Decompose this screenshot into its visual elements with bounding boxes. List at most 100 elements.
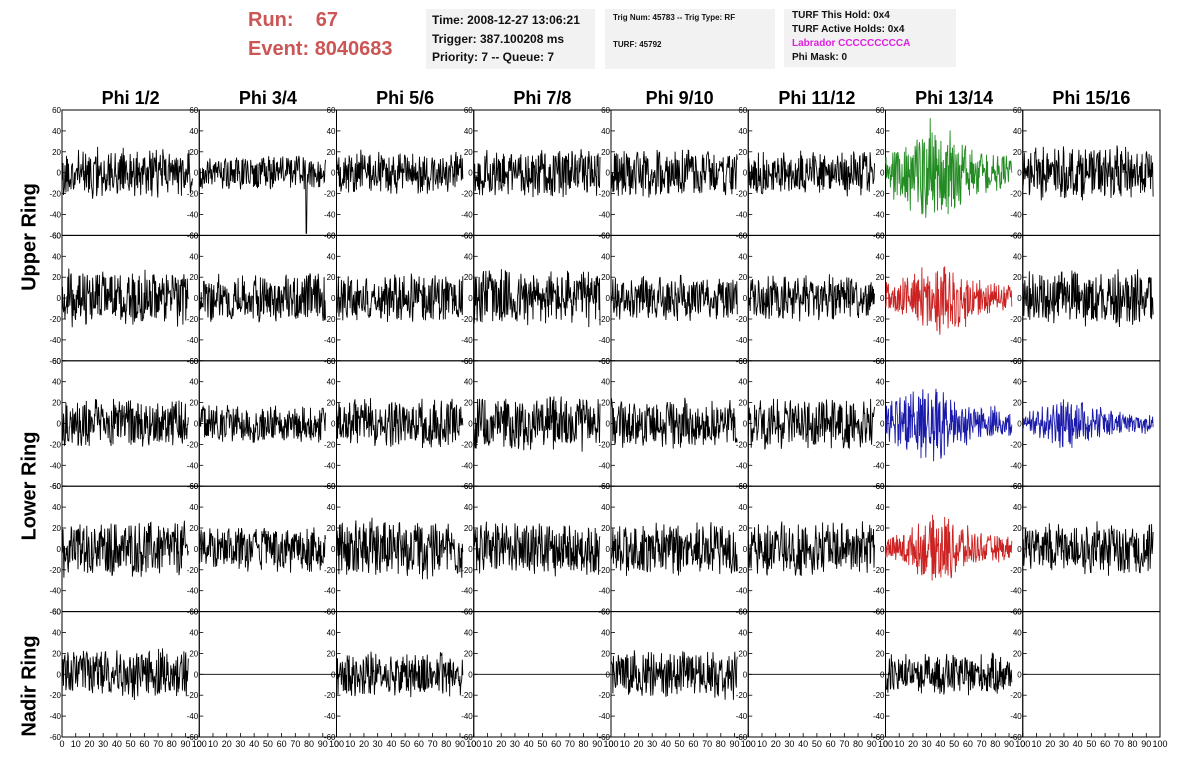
y-tick-label: -20 bbox=[187, 691, 199, 700]
y-tick-label: 40 bbox=[52, 503, 61, 512]
y-tick-label: 40 bbox=[189, 127, 198, 136]
y-tick-label: -20 bbox=[736, 691, 748, 700]
x-tick-label: 100 bbox=[329, 739, 344, 749]
waveform-trace bbox=[336, 149, 464, 194]
waveform-trace bbox=[198, 155, 326, 234]
y-tick-label: -20 bbox=[187, 315, 199, 324]
y-tick-label: 60 bbox=[601, 231, 610, 240]
y-tick-label: 40 bbox=[52, 629, 61, 638]
column-header: Phi 3/4 bbox=[239, 88, 297, 108]
phi-mask-text: Phi Mask: 0 bbox=[792, 52, 848, 63]
y-tick-label: 20 bbox=[327, 649, 336, 658]
y-tick-label: 0 bbox=[880, 420, 885, 429]
y-tick-label: 60 bbox=[876, 608, 885, 617]
x-tick-label: 90 bbox=[1141, 739, 1151, 749]
x-tick-label: 90 bbox=[318, 739, 328, 749]
y-tick-label: -20 bbox=[873, 691, 885, 700]
x-tick-label: 20 bbox=[633, 739, 643, 749]
x-tick-label: 30 bbox=[98, 739, 108, 749]
waveform-trace bbox=[1022, 521, 1154, 576]
y-tick-label: 60 bbox=[189, 231, 198, 240]
waveform-trace bbox=[336, 517, 464, 580]
waveform-trace bbox=[336, 273, 464, 323]
y-tick-label: 0 bbox=[57, 294, 62, 303]
y-tick-label: 60 bbox=[876, 357, 885, 366]
y-tick-label: 0 bbox=[331, 545, 336, 554]
x-tick-label: 60 bbox=[688, 739, 698, 749]
waveform-trace bbox=[885, 652, 1013, 696]
y-tick-label: 20 bbox=[464, 273, 473, 282]
y-tick-label: 60 bbox=[464, 357, 473, 366]
y-tick-label: 20 bbox=[876, 399, 885, 408]
y-tick-label: 20 bbox=[1013, 273, 1022, 282]
y-tick-label: -20 bbox=[461, 440, 473, 449]
y-tick-label: 20 bbox=[189, 524, 198, 533]
x-tick-label: 20 bbox=[771, 739, 781, 749]
y-tick-label: -20 bbox=[873, 190, 885, 199]
y-tick-label: 40 bbox=[52, 127, 61, 136]
y-tick-label: -20 bbox=[598, 190, 610, 199]
y-tick-label: 60 bbox=[738, 231, 747, 240]
column-header: Phi 9/10 bbox=[646, 88, 714, 108]
y-tick-label: 40 bbox=[464, 503, 473, 512]
y-tick-label: -40 bbox=[736, 336, 748, 345]
y-tick-label: 60 bbox=[601, 357, 610, 366]
trigger-text: Trigger: 387.100208 ms bbox=[432, 31, 565, 46]
y-tick-label: 0 bbox=[468, 294, 473, 303]
y-tick-label: 60 bbox=[601, 482, 610, 491]
x-tick-label: 30 bbox=[373, 739, 383, 749]
y-tick-label: 40 bbox=[1013, 629, 1022, 638]
x-tick-label: 50 bbox=[126, 739, 136, 749]
y-tick-label: 20 bbox=[601, 649, 610, 658]
y-tick-label: 20 bbox=[1013, 524, 1022, 533]
y-tick-label: 40 bbox=[876, 629, 885, 638]
x-tick-label: 80 bbox=[441, 739, 451, 749]
event-label: Event: bbox=[248, 38, 310, 60]
y-tick-label: -60 bbox=[598, 733, 610, 742]
y-tick-label: 40 bbox=[738, 378, 747, 387]
y-tick-label: 0 bbox=[743, 169, 748, 178]
y-tick-label: -60 bbox=[49, 733, 61, 742]
y-tick-label: -20 bbox=[736, 566, 748, 575]
y-tick-label: 20 bbox=[738, 399, 747, 408]
x-tick-label: 80 bbox=[304, 739, 314, 749]
waveform-trace bbox=[610, 149, 738, 198]
column-header: Phi 5/6 bbox=[376, 88, 434, 108]
y-tick-label: 0 bbox=[194, 670, 199, 679]
y-tick-label: 0 bbox=[1017, 169, 1022, 178]
y-tick-label: 0 bbox=[57, 670, 62, 679]
y-tick-label: -20 bbox=[873, 566, 885, 575]
y-tick-label: 20 bbox=[738, 273, 747, 282]
y-tick-label: 40 bbox=[876, 378, 885, 387]
waveform-trace bbox=[610, 274, 738, 322]
y-tick-label: -60 bbox=[49, 482, 61, 491]
y-tick-label: -40 bbox=[49, 211, 61, 220]
x-tick-label: 20 bbox=[84, 739, 94, 749]
y-tick-label: -60 bbox=[1010, 733, 1022, 742]
y-tick-label: 40 bbox=[1013, 252, 1022, 261]
y-tick-label: -20 bbox=[736, 440, 748, 449]
y-tick-label: -40 bbox=[324, 211, 336, 220]
y-tick-label: 20 bbox=[1013, 649, 1022, 658]
y-tick-label: -20 bbox=[324, 190, 336, 199]
y-tick-label: -20 bbox=[324, 315, 336, 324]
y-tick-label: 60 bbox=[1013, 482, 1022, 491]
y-tick-label: 40 bbox=[601, 252, 610, 261]
y-tick-label: 0 bbox=[1017, 670, 1022, 679]
column-header: Phi 13/14 bbox=[915, 88, 993, 108]
y-tick-label: -20 bbox=[187, 440, 199, 449]
y-tick-label: 60 bbox=[1013, 231, 1022, 240]
y-tick-label: 20 bbox=[738, 524, 747, 533]
